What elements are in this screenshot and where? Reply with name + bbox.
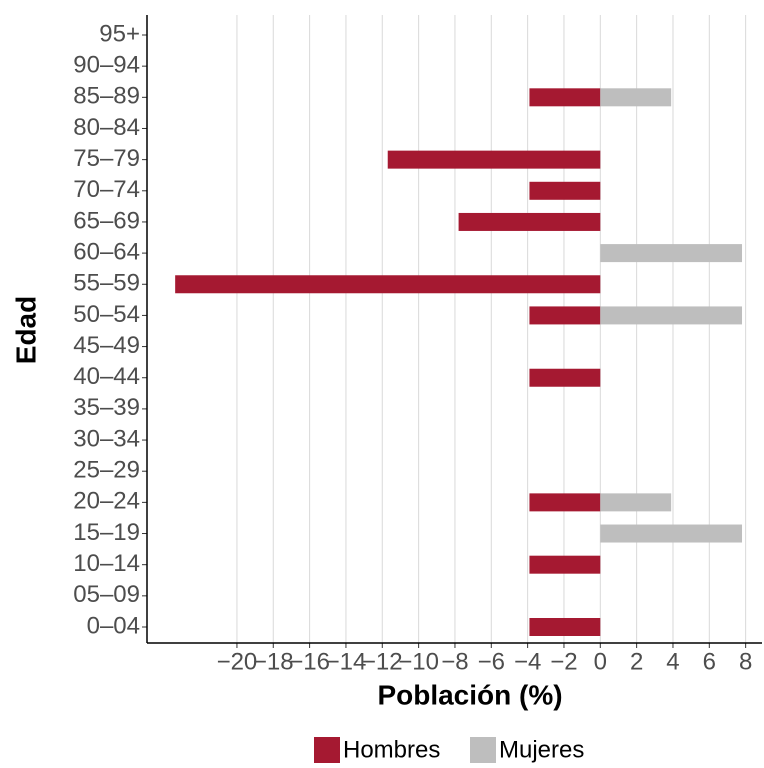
bar: [458, 212, 601, 231]
y-tick-label: 50–54: [73, 301, 140, 328]
bar: [600, 244, 743, 263]
x-tick-label: 4: [666, 648, 679, 675]
y-tick-label: 85–89: [73, 83, 140, 110]
bar: [600, 88, 672, 107]
bar: [529, 181, 601, 200]
bar: [529, 618, 601, 636]
bar: [600, 306, 743, 325]
x-tick-label: 2: [630, 648, 643, 675]
x-tick-label: −6: [478, 648, 505, 675]
y-tick-label: 60–64: [73, 238, 140, 265]
x-tick-label: −18: [253, 648, 294, 675]
y-tick-label: 95+: [99, 20, 140, 47]
x-tick-label: −20: [217, 648, 258, 675]
y-tick-label: 30–34: [73, 425, 140, 452]
x-tick-label: −14: [326, 648, 367, 675]
bar: [529, 368, 601, 387]
x-tick-label: −4: [514, 648, 541, 675]
y-tick-label: 40–44: [73, 363, 140, 390]
y-axis-title: Edad: [10, 296, 41, 364]
y-tick-label: 45–49: [73, 332, 140, 359]
y-tick-label: 05–09: [73, 581, 140, 608]
legend-label: Mujeres: [499, 736, 584, 763]
y-tick-label: 75–79: [73, 145, 140, 172]
bar: [387, 150, 601, 169]
y-tick-label: 80–84: [73, 114, 140, 141]
x-tick-label: −12: [362, 648, 403, 675]
legend-swatch: [470, 737, 496, 763]
y-tick-label: 10–14: [73, 550, 140, 577]
y-tick-label: 65–69: [73, 207, 140, 234]
y-tick-label: 25–29: [73, 457, 140, 484]
x-tick-label: −10: [398, 648, 439, 675]
bar: [529, 555, 601, 574]
bar: [529, 306, 601, 325]
x-tick-label: −2: [550, 648, 577, 675]
bar: [529, 88, 601, 107]
x-tick-label: 8: [739, 648, 752, 675]
x-tick-label: −8: [441, 648, 468, 675]
bar: [600, 524, 743, 543]
legend-label: Hombres: [343, 736, 440, 763]
bar: [529, 493, 601, 512]
y-tick-label: 35–39: [73, 394, 140, 421]
y-tick-label: 90–94: [73, 52, 140, 79]
x-tick-label: −16: [289, 648, 330, 675]
x-axis-title: Población (%): [377, 679, 562, 710]
bar: [175, 275, 601, 294]
y-tick-label: 15–19: [73, 519, 140, 546]
x-tick-label: 0: [594, 648, 607, 675]
y-tick-label: 70–74: [73, 176, 140, 203]
legend-swatch: [314, 737, 340, 763]
x-tick-label: 6: [703, 648, 716, 675]
y-tick-label: 20–24: [73, 488, 140, 515]
y-tick-label: 55–59: [73, 270, 140, 297]
y-tick-label: 0–04: [87, 612, 140, 639]
bar: [600, 493, 672, 512]
